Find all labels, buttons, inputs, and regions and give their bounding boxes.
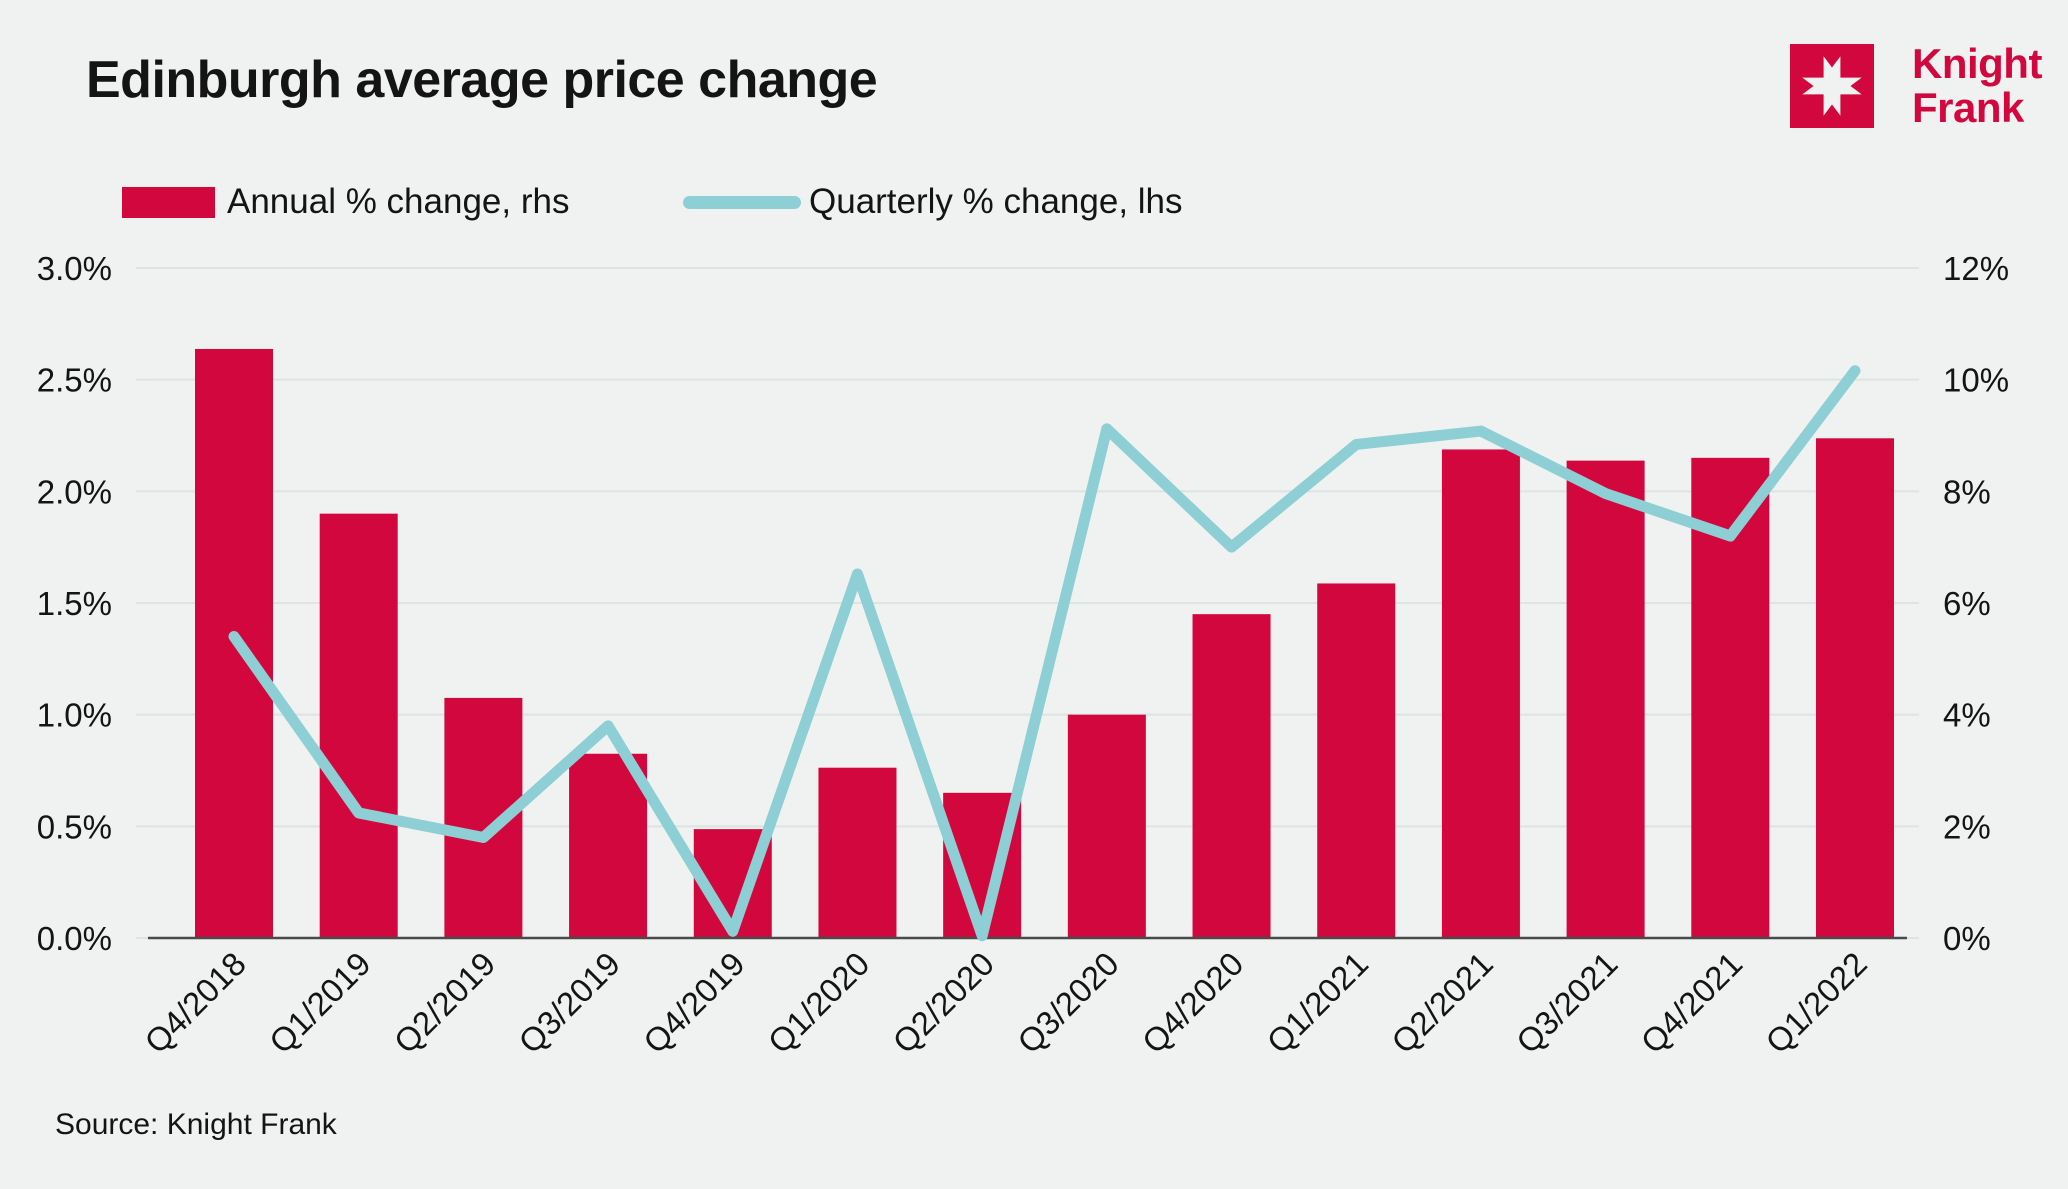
quarterly-change-line xyxy=(228,365,1861,942)
bar-Q3/2021 xyxy=(1566,460,1645,938)
right-axis-tick-label: 10% xyxy=(1943,362,2009,399)
legend-item-annual: Annual % change, rhs xyxy=(122,182,570,221)
x-axis-label-Q3/2020: Q3/2020 xyxy=(1010,945,1126,1061)
x-axis-label-Q4/2020: Q4/2020 xyxy=(1135,945,1251,1061)
quarterly-series-swatch xyxy=(683,195,801,209)
bar-Q4/2020 xyxy=(1192,614,1271,938)
right-axis-tick-label: 8% xyxy=(1943,473,1991,510)
bar-Q1/2022 xyxy=(1816,438,1894,938)
x-axis-label-Q4/2019: Q4/2019 xyxy=(636,945,752,1061)
right-axis-tick-label: 2% xyxy=(1943,808,1991,845)
x-axis-label-Q1/2021: Q1/2021 xyxy=(1259,945,1375,1061)
knight-frank-logotype: Knight Frank xyxy=(1912,42,2042,130)
legend-label-annual: Annual % change, rhs xyxy=(227,182,570,221)
logo-line-2: Frank xyxy=(1912,84,2024,131)
x-axis-label-Q2/2020: Q2/2020 xyxy=(885,945,1001,1061)
bar-Q1/2021 xyxy=(1317,583,1396,938)
left-axis-tick-label: 0.5% xyxy=(37,808,112,845)
x-axis-label-Q3/2021: Q3/2021 xyxy=(1509,945,1625,1061)
bar-Q1/2020 xyxy=(818,767,897,938)
right-axis-tick-label: 4% xyxy=(1943,697,1991,734)
bar-Q3/2019 xyxy=(569,753,648,938)
left-axis-tick-label: 2.0% xyxy=(37,473,112,510)
knight-frank-logo-icon xyxy=(1790,44,1874,128)
legend-label-quarterly: Quarterly % change, lhs xyxy=(809,182,1183,221)
chart-title: Edinburgh average price change xyxy=(86,51,878,109)
x-axis-label-Q4/2021: Q4/2021 xyxy=(1634,945,1750,1061)
annual-series-swatch xyxy=(122,186,215,218)
logo-line-1: Knight xyxy=(1912,40,2042,87)
x-axis-label-Q1/2022: Q1/2022 xyxy=(1758,945,1874,1061)
left-axis-tick-label: 0.0% xyxy=(37,920,112,957)
x-axis-label-Q1/2020: Q1/2020 xyxy=(761,945,877,1061)
x-axis-label-Q2/2021: Q2/2021 xyxy=(1384,945,1500,1061)
bar-Q1/2019 xyxy=(319,513,398,938)
source-note: Source: Knight Frank xyxy=(55,1108,337,1141)
x-axis-label-Q3/2019: Q3/2019 xyxy=(511,945,627,1061)
right-axis-tick-label: 12% xyxy=(1943,250,2009,287)
left-axis-tick-label: 3.0% xyxy=(37,250,112,287)
right-axis-tick-label: 0% xyxy=(1943,920,1991,957)
bar-Q2/2021 xyxy=(1441,449,1520,938)
left-axis-tick-label: 1.0% xyxy=(37,697,112,734)
x-axis-label-Q4/2018: Q4/2018 xyxy=(137,945,253,1061)
right-axis-tick-label: 6% xyxy=(1943,585,1991,622)
knight-frank-logo: Knight Frank xyxy=(1790,42,2042,130)
x-axis-label-Q1/2019: Q1/2019 xyxy=(262,945,378,1061)
left-axis-tick-label: 2.5% xyxy=(37,362,112,399)
bar-Q3/2020 xyxy=(1067,714,1146,938)
left-axis-tick-label: 1.5% xyxy=(37,585,112,622)
legend-item-quarterly: Quarterly % change, lhs xyxy=(683,182,1183,221)
x-axis-label-Q2/2019: Q2/2019 xyxy=(387,945,503,1061)
